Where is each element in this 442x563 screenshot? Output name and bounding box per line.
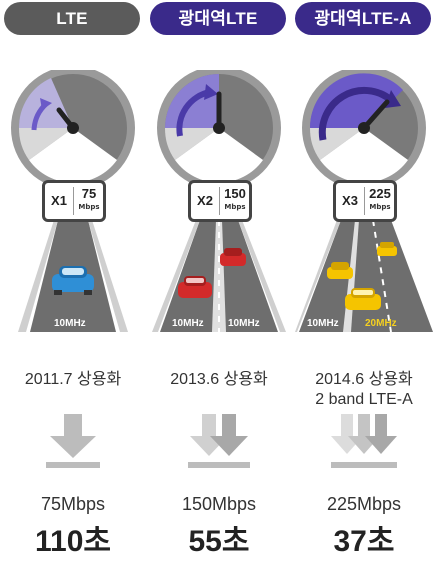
speed-value: 150Mbps <box>181 494 257 514</box>
release-line: 2 band LTE-A <box>315 391 413 408</box>
release-text: 2013.6 상용화 <box>150 370 288 390</box>
release-text: 2011.7 상용화 <box>4 370 142 390</box>
download-time: 110초 <box>35 525 111 558</box>
speed-badge: X1 75 Mbps <box>42 180 106 222</box>
column-wideband-lte: 광대역LTE <box>150 0 290 563</box>
download-time: 37초 <box>333 525 395 558</box>
download-arrow-icon <box>188 414 250 468</box>
download-arrow-icon <box>331 414 397 468</box>
rate-unit: Mbps <box>369 203 391 211</box>
speedometer-road-icon <box>295 66 433 333</box>
band-label-highlight: 20MHz <box>365 318 397 329</box>
tag-wideband-lte-a: 광대역LTE-A <box>295 2 431 35</box>
release-line: 2011.7 상용화 <box>24 371 122 388</box>
release-line: 2014.6 상용화 <box>315 371 413 388</box>
speed-value: 75Mbps <box>40 494 106 514</box>
download-time: 55초 <box>188 525 250 558</box>
multiplier-label: X3 <box>342 193 358 208</box>
illustration-wideband-lte: X2 150 Mbps 10MHz 10MHz <box>150 66 288 350</box>
band-label: 10MHz <box>172 318 204 329</box>
rate-unit: Mbps <box>224 203 246 211</box>
illustration-wideband-lte-a: X3 225 Mbps 10MHz 20MHz <box>295 66 433 350</box>
tag-lte: LTE <box>4 2 140 35</box>
rate-value: 225 <box>369 186 391 201</box>
speed-value: 225Mbps <box>326 494 402 514</box>
speedometer-road-icon <box>11 66 135 332</box>
rate-value: 75 <box>81 186 97 201</box>
speed-badge: X3 225 Mbps <box>333 180 397 222</box>
column-lte: LTE X <box>4 0 144 563</box>
speed-badge: X2 150 Mbps <box>188 180 252 222</box>
band-label: 10MHz <box>54 318 86 329</box>
band-label: 10MHz <box>307 318 339 329</box>
release-line: 2013.6 상용화 <box>170 371 268 388</box>
band-label: 10MHz <box>228 318 260 329</box>
download-arrow-icon <box>46 414 100 468</box>
release-text: 2014.6 상용화 2 band LTE-A <box>295 370 433 410</box>
multiplier-label: X1 <box>51 193 67 208</box>
column-wideband-lte-a: 광대역LTE-A <box>295 0 435 563</box>
illustration-lte: X1 75 Mbps 10MHz <box>4 66 142 350</box>
multiplier-label: X2 <box>197 193 213 208</box>
rate-unit: Mbps <box>78 203 100 211</box>
rate-value: 150 <box>224 186 246 201</box>
speedometer-road-icon <box>152 66 286 332</box>
tag-wideband-lte: 광대역LTE <box>150 2 286 35</box>
